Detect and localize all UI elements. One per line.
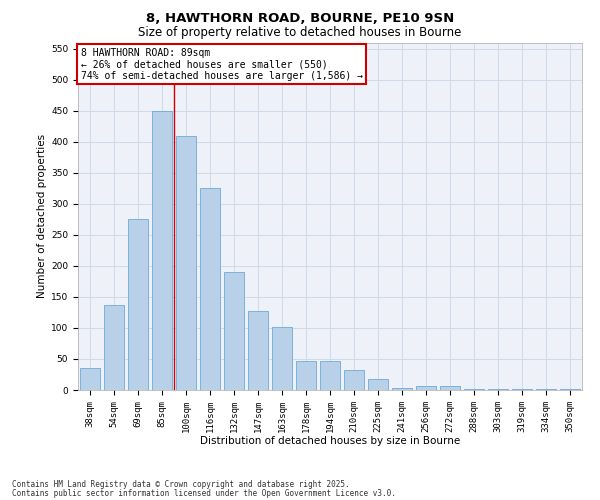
Text: 8, HAWTHORN ROAD, BOURNE, PE10 9SN: 8, HAWTHORN ROAD, BOURNE, PE10 9SN	[146, 12, 454, 26]
Bar	[320, 362, 340, 390]
Text: Size of property relative to detached houses in Bourne: Size of property relative to detached ho…	[139, 26, 461, 39]
Bar	[560, 389, 580, 390]
Y-axis label: Number of detached properties: Number of detached properties	[37, 134, 47, 298]
Bar	[128, 220, 148, 390]
Bar	[248, 311, 268, 390]
Bar	[176, 136, 196, 390]
Bar	[200, 188, 220, 390]
Bar	[272, 328, 292, 390]
Bar	[416, 386, 436, 390]
X-axis label: Distribution of detached houses by size in Bourne: Distribution of detached houses by size …	[200, 436, 460, 446]
Bar	[104, 305, 124, 390]
Bar	[440, 386, 460, 390]
Bar	[392, 388, 412, 390]
Text: 8 HAWTHORN ROAD: 89sqm
← 26% of detached houses are smaller (550)
74% of semi-de: 8 HAWTHORN ROAD: 89sqm ← 26% of detached…	[80, 48, 362, 81]
Text: Contains HM Land Registry data © Crown copyright and database right 2025.: Contains HM Land Registry data © Crown c…	[12, 480, 350, 489]
Bar	[344, 370, 364, 390]
Bar	[80, 368, 100, 390]
Bar	[152, 111, 172, 390]
Bar	[512, 389, 532, 390]
Bar	[296, 362, 316, 390]
Bar	[224, 272, 244, 390]
Bar	[368, 379, 388, 390]
Text: Contains public sector information licensed under the Open Government Licence v3: Contains public sector information licen…	[12, 489, 396, 498]
Bar	[464, 389, 484, 390]
